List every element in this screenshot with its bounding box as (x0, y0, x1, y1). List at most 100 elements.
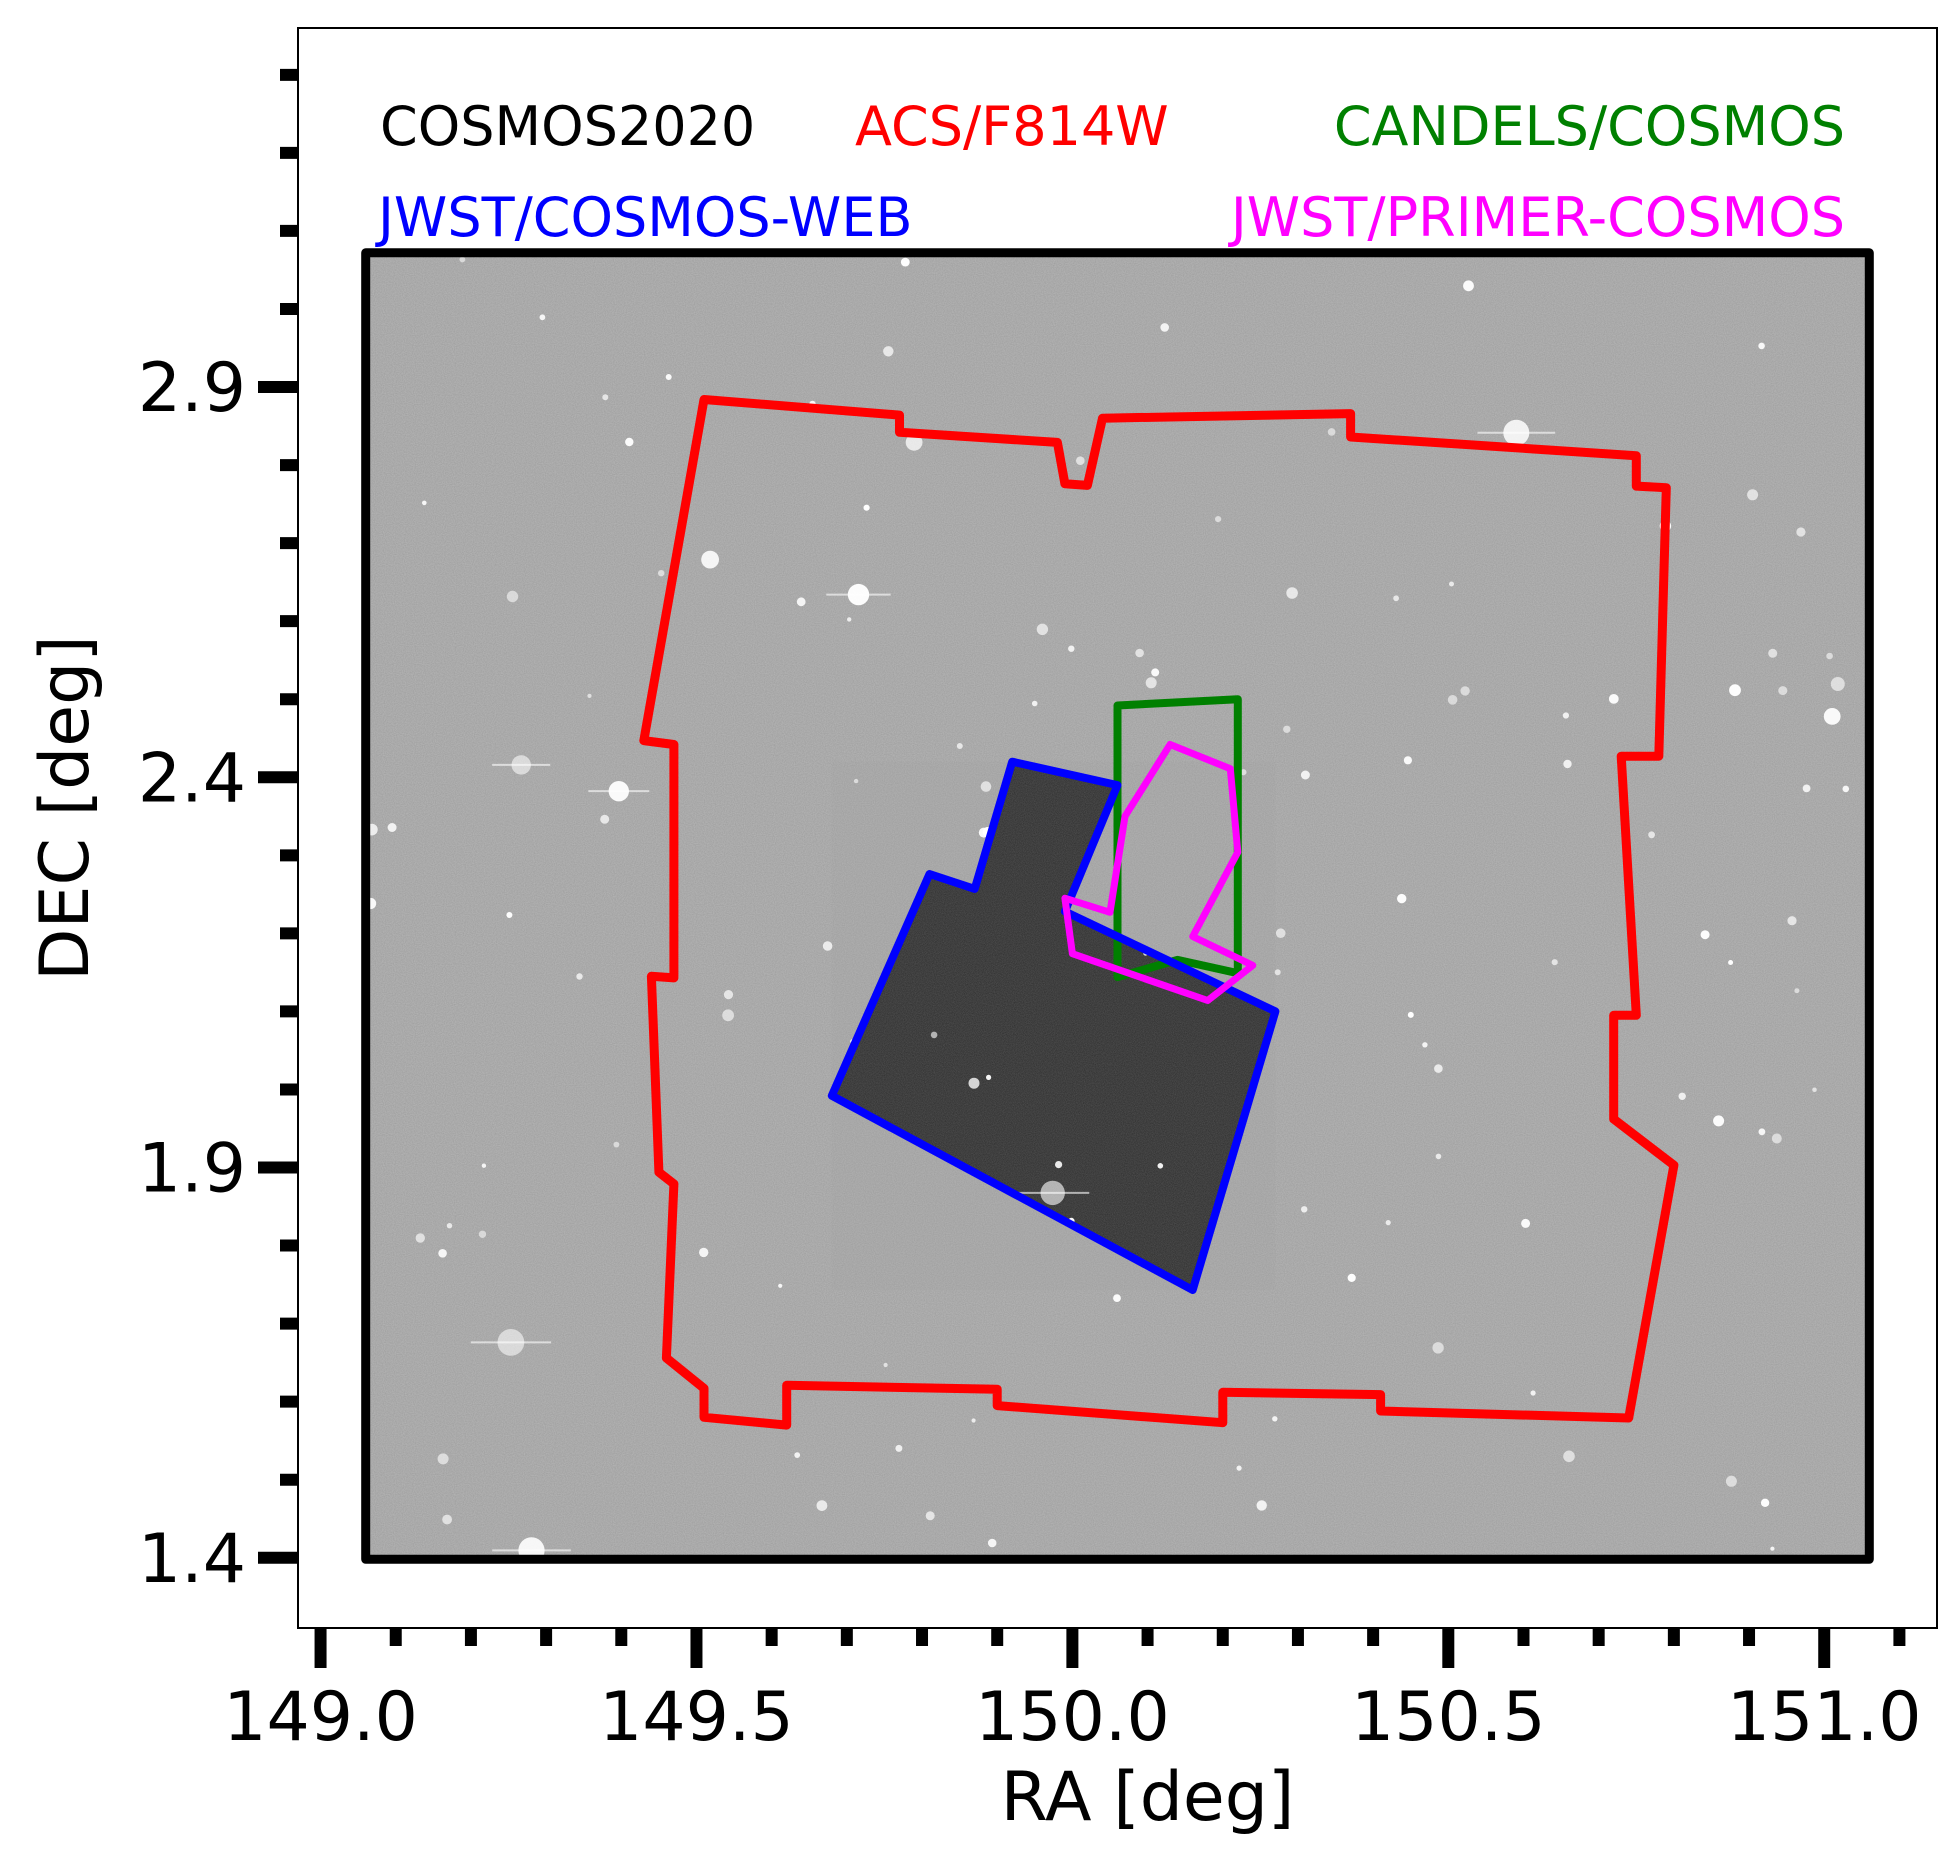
star-point (956, 743, 963, 749)
star-point (1385, 1220, 1391, 1226)
star-point (1274, 969, 1281, 976)
star-point (930, 1031, 938, 1039)
star-point (778, 1283, 783, 1288)
star-point (518, 1537, 545, 1560)
star-point (415, 1233, 425, 1243)
star-point (1460, 686, 1470, 696)
star-point (971, 1418, 976, 1423)
x-tick-label: 151.0 (1727, 1678, 1922, 1757)
x-axis-label: RA [deg] (1001, 1758, 1295, 1837)
footprint-cosmos2020 (361, 248, 1874, 1564)
star-point (883, 346, 894, 357)
star-point (1272, 1416, 1278, 1422)
footprint-candels-cosmos (1113, 695, 1242, 982)
legend: COSMOS2020 ACS/F814W CANDELS/COSMOS JWST… (375, 95, 1845, 249)
star-point (1435, 1153, 1442, 1160)
y-tick-label: 1.4 (138, 1520, 246, 1599)
star-point (1076, 456, 1085, 466)
star-point (506, 590, 519, 603)
star-point (1770, 1546, 1775, 1551)
star-point (665, 374, 672, 380)
star-point (1771, 1133, 1782, 1144)
star-point (1778, 686, 1788, 696)
star-point (1215, 516, 1222, 523)
star-point (987, 1538, 997, 1548)
star-point (816, 1500, 828, 1511)
star-point (1463, 280, 1474, 292)
star-point (437, 1453, 449, 1465)
star-point (446, 1223, 453, 1229)
star-point (1036, 623, 1049, 635)
star-point (613, 1141, 620, 1148)
star-point (1151, 668, 1160, 677)
y-tick-label: 1.9 (138, 1130, 246, 1209)
star-point (576, 973, 583, 980)
star-point (539, 314, 546, 321)
star-point (1327, 428, 1336, 436)
star-point (1648, 831, 1655, 839)
star-point (1794, 988, 1800, 994)
star-point (1796, 527, 1806, 537)
x-tick-label: 149.5 (599, 1678, 794, 1757)
legend-entry-jwst-primer-cosmos: JWST/PRIMER-COSMOS (1228, 186, 1845, 249)
star-point (1530, 1390, 1536, 1396)
star-point (1160, 323, 1169, 332)
star-point (1397, 893, 1407, 904)
star-point (1713, 1115, 1725, 1127)
star-point (1432, 1342, 1444, 1354)
star-point (587, 693, 592, 699)
star-point (1678, 1092, 1686, 1101)
star-point (980, 781, 992, 792)
footprint-jwst-cosmos-web (827, 757, 1280, 1294)
star-point (1347, 1273, 1356, 1282)
star-point (895, 1444, 903, 1452)
star-point (1747, 489, 1759, 501)
star-point (1157, 1163, 1164, 1169)
star-point (1562, 712, 1569, 719)
star-point (1256, 1500, 1267, 1511)
star-point (625, 437, 634, 447)
star-point (905, 433, 923, 451)
star-point (1055, 1161, 1063, 1169)
star-point (925, 1511, 935, 1521)
star-point (506, 912, 513, 918)
star-point (900, 257, 910, 267)
star-point (442, 1514, 452, 1525)
star-point (658, 570, 665, 577)
star-point (387, 823, 397, 832)
star-point (1787, 916, 1797, 926)
star-point (796, 597, 806, 607)
star-point (1286, 587, 1298, 599)
star-point (883, 1362, 888, 1368)
star-point (1407, 1011, 1414, 1018)
star-point (1758, 342, 1765, 350)
footprint-jwst-primer-cosmos (1061, 741, 1257, 1004)
star-point (1728, 960, 1734, 965)
star-point (1403, 756, 1412, 765)
star-point (968, 1077, 980, 1089)
star-point (1068, 645, 1075, 652)
star-point (1802, 784, 1811, 793)
star-point (1301, 1206, 1308, 1213)
star-point (1434, 1064, 1443, 1073)
star-point (722, 1009, 734, 1022)
star-point (701, 550, 719, 569)
star-point (1725, 1475, 1737, 1487)
star-point (1826, 652, 1833, 660)
star-point (1135, 648, 1144, 658)
star-point (481, 1163, 487, 1168)
star-point (1608, 694, 1619, 704)
x-tick-label: 150.5 (1351, 1678, 1546, 1757)
y-tick-label: 2.9 (138, 349, 246, 428)
star-point (1236, 1465, 1242, 1471)
star-point (1729, 684, 1741, 697)
legend-entry-jwst-cosmos-web: JWST/COSMOS-WEB (375, 186, 913, 249)
star-point (1521, 1218, 1531, 1228)
legend-entry-candels-cosmos: CANDELS/COSMOS (1334, 95, 1845, 158)
star-point (1145, 677, 1157, 689)
deep-field-noise (831, 761, 1276, 1290)
star-point (847, 617, 852, 622)
star-point (794, 1452, 801, 1458)
star-point (863, 504, 870, 511)
